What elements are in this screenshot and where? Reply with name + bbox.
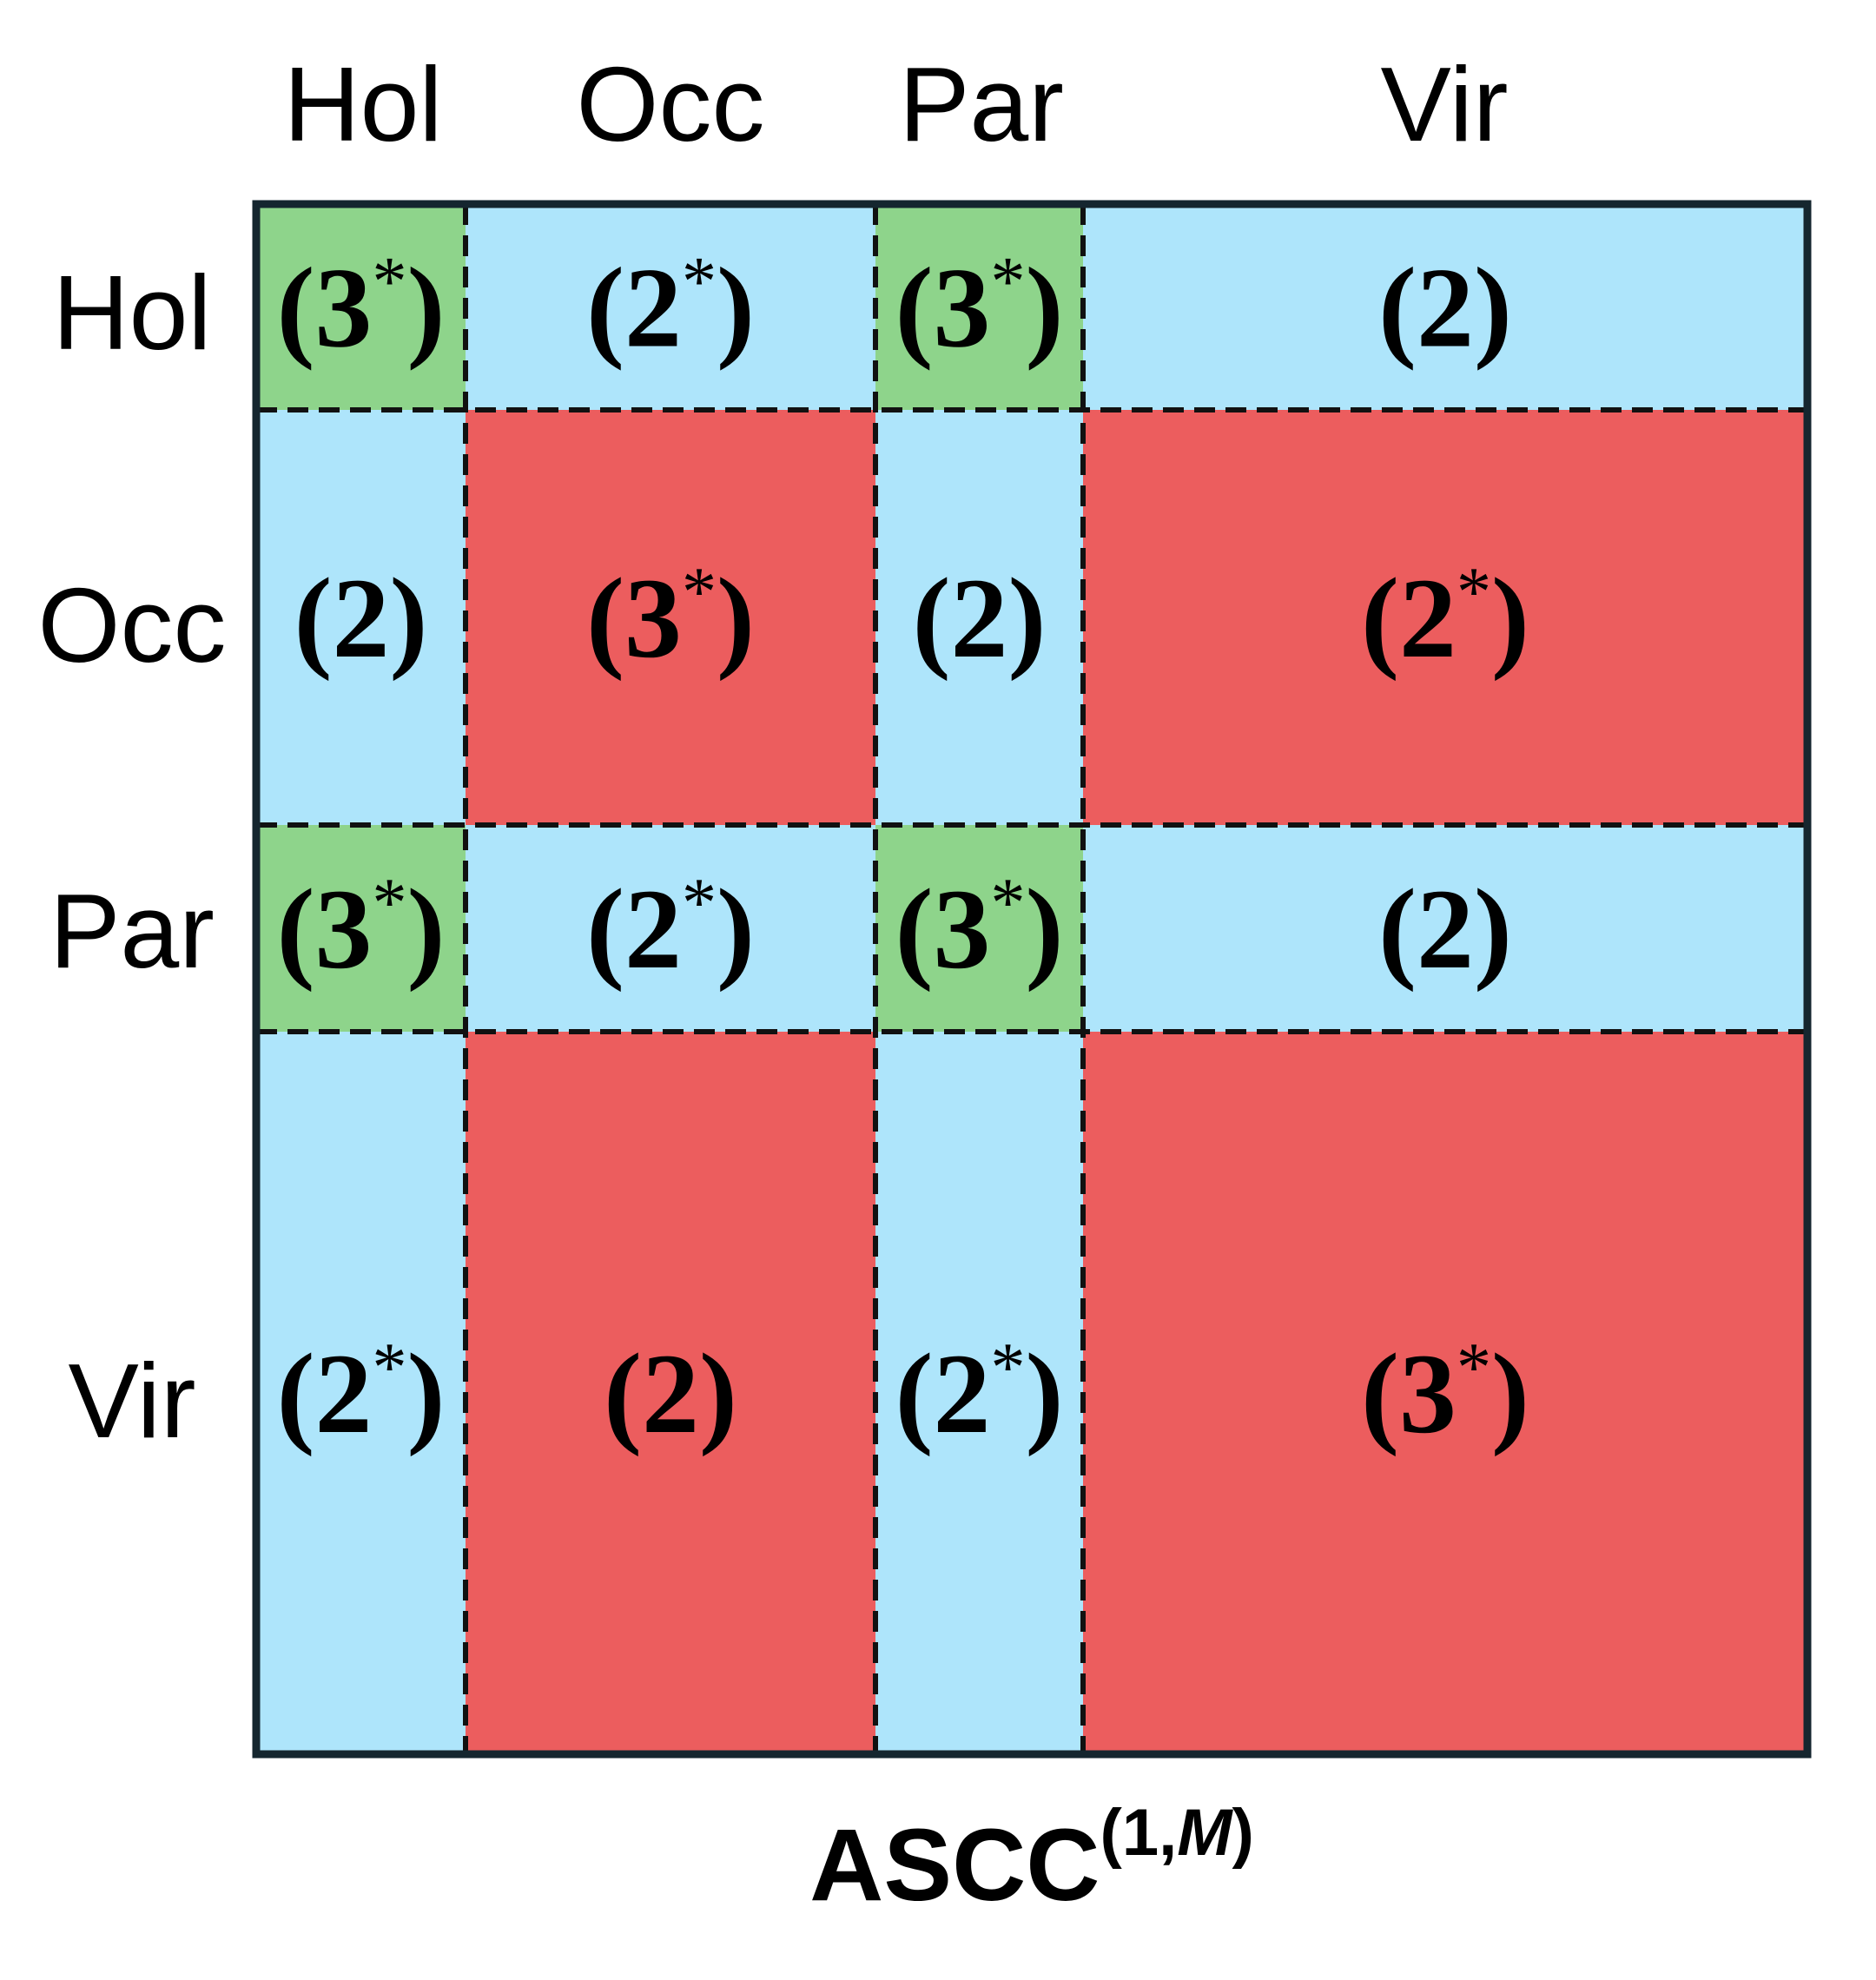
cell-text: (3 [586,554,682,682]
superscript: * [991,865,1026,941]
cell-label: (2*) [586,865,755,993]
superscript: * [373,865,407,941]
cell-label: (2) [294,554,428,682]
cell-text: (2) [1378,865,1512,993]
cell-text: ) [717,865,755,993]
cell-text: (3 [1361,1330,1457,1457]
row-label: Occ [38,566,227,684]
cell-text: ) [407,1330,446,1457]
cell-label: (3*) [586,554,755,682]
row-label: Hol [52,254,211,372]
cell-background [466,1032,875,1754]
superscript: * [682,554,717,630]
cell-text: (2 [1361,554,1457,682]
cell-text: ) [1026,865,1064,993]
cell-text: (3 [277,865,373,993]
cell-background [256,410,466,825]
title-sup: M [1177,1796,1233,1870]
cell-label: (2) [1378,865,1512,993]
cell-label: (3*) [1361,1330,1529,1457]
cell-background [1083,825,1807,1032]
superscript: * [1457,1330,1491,1406]
cell-label: (3*) [277,865,446,993]
cell-label: (3*) [895,865,1064,993]
row-label: Vir [69,1342,196,1460]
cell-text: (3 [277,244,373,372]
cell-background [875,204,1083,410]
cell-text: ) [1026,244,1064,372]
title-sup: (1, [1100,1796,1178,1870]
cell-background [875,1032,1083,1754]
cell-text: ) [717,554,755,682]
cell-text: ) [1026,1330,1064,1457]
cell-label: (2) [604,1330,737,1457]
column-label: Par [899,45,1064,163]
cell-text: (2 [586,865,682,993]
cell-background [256,1032,466,1754]
cell-text: ) [1491,554,1529,682]
cell-label: (2*) [586,244,755,372]
cell-background [256,825,466,1032]
superscript: * [682,865,717,941]
superscript: * [1457,554,1491,630]
cell-label: (2) [1378,244,1512,372]
cell-text: (2) [604,1330,737,1457]
cell-label: (2) [913,554,1047,682]
cell-text: (2 [586,244,682,372]
cell-text: ) [1491,1330,1529,1457]
title-main: ASCC [809,1808,1100,1923]
cell-text: (2) [294,554,428,682]
superscript: * [991,1330,1026,1406]
cell-background [1083,1032,1807,1754]
cell-text: (3 [895,244,991,372]
cell-text: (3 [895,865,991,993]
cell-background [466,410,875,825]
cell-label: (2*) [1361,554,1529,682]
cell-background [875,825,1083,1032]
superscript: * [991,244,1026,320]
cell-text: (2 [895,1330,991,1457]
superscript: * [682,244,717,320]
cell-label: (3*) [277,244,446,372]
cell-background [1083,410,1807,825]
cell-text: (2) [1378,244,1512,372]
cell-background [875,410,1083,825]
superscript: * [373,244,407,320]
cell-text: ) [407,865,446,993]
title: ASCC(1,M) [809,1796,1254,1923]
cell-background [1083,204,1807,410]
superscript: * [373,1330,407,1406]
cell-text: ) [407,244,446,372]
cell-label: (3*) [895,244,1064,372]
cell-text: (2) [913,554,1047,682]
cell-background [466,204,875,410]
column-label: Vir [1381,45,1509,163]
cell-label: (2*) [277,1330,446,1457]
row-label: Par [50,872,215,990]
column-label: Occ [577,45,765,163]
cell-label: (2*) [895,1330,1064,1457]
column-label: Hol [283,45,442,163]
title-sup: ) [1232,1796,1254,1870]
cell-background [466,825,875,1032]
cell-background [256,204,466,410]
cell-text: ) [717,244,755,372]
cell-text: (2 [277,1330,373,1457]
matrix-border [252,200,1812,1759]
